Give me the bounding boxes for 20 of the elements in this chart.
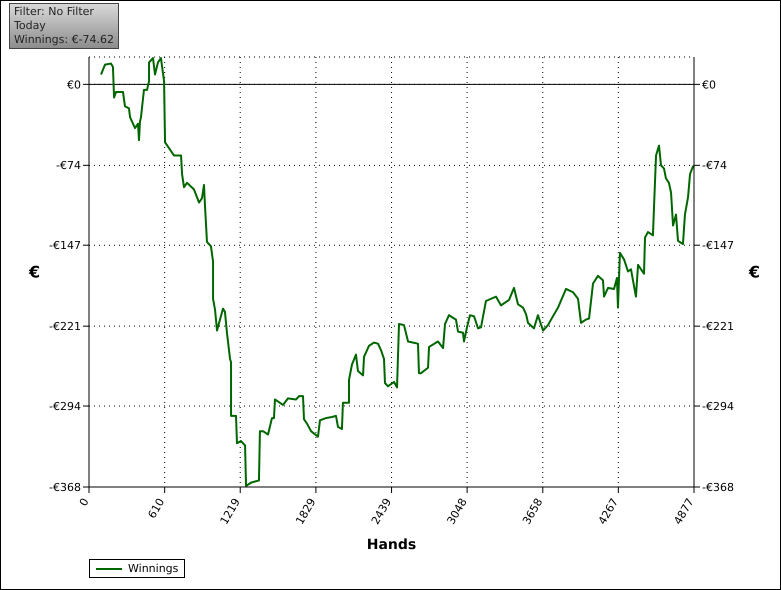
y2-tick-label: -€74 [702, 159, 727, 172]
y2-tick-label: -€368 [702, 480, 734, 494]
text: Filter: No Filter [14, 5, 95, 19]
text: Today [14, 19, 47, 33]
y2-axis-title: € [748, 262, 760, 282]
y-tick-label: -€294 [49, 400, 81, 413]
x-tick-label: 0 [76, 496, 92, 509]
y-tick-label: -€147 [49, 239, 81, 252]
legend-label: Winnings [128, 562, 178, 575]
y-tick-label: €0 [67, 78, 81, 92]
y2-tick-label: -€221 [702, 320, 734, 334]
x-axis-title: Hands [366, 537, 416, 553]
y2-tick-label: -€147 [702, 239, 734, 252]
y-tick-label: -€221 [49, 320, 81, 334]
text: Winnings: €-74.62 [14, 33, 114, 47]
y2-tick-label: -€294 [702, 400, 734, 413]
y-axis-title: € [28, 262, 40, 282]
y-tick-label: -€368 [49, 480, 81, 494]
y2-tick-label: €0 [702, 78, 716, 92]
y-tick-label: -€74 [56, 159, 81, 172]
